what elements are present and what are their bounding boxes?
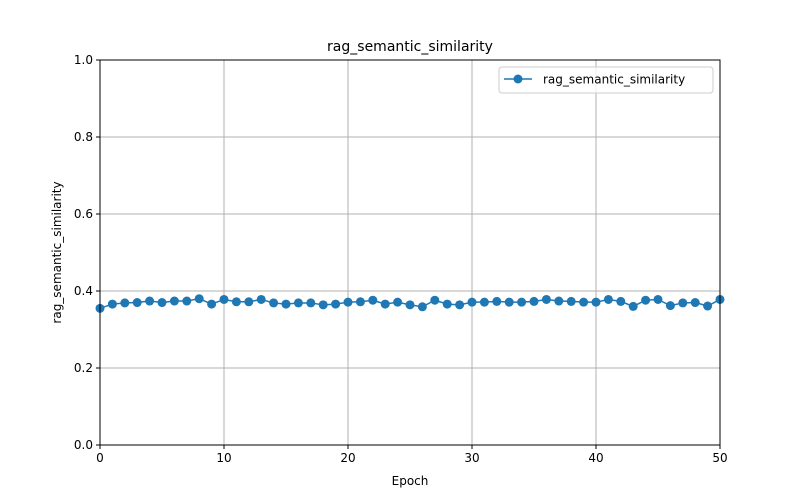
y-tick-label: 1.0 [74, 53, 93, 67]
data-point [467, 297, 477, 307]
data-point [380, 299, 390, 309]
plot-frame [99, 59, 721, 446]
data-point [566, 296, 576, 306]
data-point [207, 299, 217, 309]
data-point [169, 296, 179, 306]
data-point [281, 299, 291, 309]
data-point [182, 296, 192, 306]
data-point [417, 302, 427, 312]
data-point [219, 294, 229, 304]
data-point [393, 297, 403, 307]
data-point [703, 301, 713, 311]
data-point [653, 294, 663, 304]
data-point [492, 296, 502, 306]
data-point [628, 301, 638, 311]
data-point [554, 296, 564, 306]
data-point [244, 297, 254, 307]
x-tick-label: 20 [340, 451, 355, 465]
grid-lines [99, 59, 721, 446]
chart-title: rag_semantic_similarity [327, 39, 493, 55]
x-axis-label: Epoch [392, 474, 429, 488]
data-point [355, 297, 365, 307]
data-point [107, 299, 117, 309]
data-point [368, 295, 378, 305]
data-point [641, 295, 651, 305]
y-axis-label: rag_semantic_similarity [50, 181, 64, 323]
data-point [690, 298, 700, 308]
x-tick-label: 50 [712, 451, 727, 465]
data-point [120, 298, 130, 308]
data-point [430, 295, 440, 305]
data-point [529, 296, 539, 306]
data-point [145, 296, 155, 306]
data-point [541, 294, 551, 304]
data-point [678, 298, 688, 308]
data-point [579, 297, 589, 307]
x-tick-label: 40 [588, 451, 603, 465]
data-point [256, 294, 266, 304]
data-point [442, 299, 452, 309]
legend-box [498, 66, 714, 94]
data-point [591, 297, 601, 307]
data-point [603, 294, 613, 304]
data-point [665, 301, 675, 311]
legend-marker-swatch [513, 74, 523, 84]
data-point [231, 297, 241, 307]
legend-label: rag_semantic_similarity [543, 73, 685, 87]
data-point [293, 298, 303, 308]
y-tick-label: 0.6 [74, 207, 93, 221]
data-point [504, 297, 514, 307]
data-point [331, 299, 341, 309]
data-point [269, 298, 279, 308]
data-point [194, 294, 204, 304]
y-tick-label: 0.2 [74, 361, 93, 375]
x-tick-label: 0 [96, 451, 104, 465]
x-tick-label: 10 [216, 451, 231, 465]
data-point [132, 298, 142, 308]
x-tick-label: 30 [464, 451, 479, 465]
axis-ticks: 0 10 20 30 40 50 0.0 0.2 0.4 0.6 0.8 1.0 [74, 53, 728, 465]
series-layer [95, 294, 725, 313]
legend: rag_semantic_similarity [498, 66, 714, 94]
data-point [343, 297, 353, 307]
data-point [405, 300, 415, 310]
y-tick-label: 0.8 [74, 130, 93, 144]
y-tick-label: 0.4 [74, 284, 93, 298]
data-point [306, 298, 316, 308]
data-point [479, 297, 489, 307]
y-tick-label: 0.0 [74, 438, 93, 452]
data-point [455, 300, 465, 310]
data-point [157, 298, 167, 308]
data-point [616, 296, 626, 306]
data-point [517, 297, 527, 307]
data-point [318, 300, 328, 310]
